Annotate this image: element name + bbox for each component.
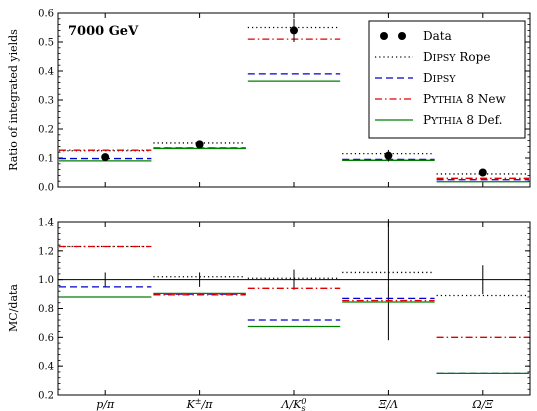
legend-label-pythia-8-def: PYTHIA 8 Def. bbox=[423, 113, 502, 127]
category-labels: p/π K±/π Λ/K0 s Ξ/Λ Ω/Ξ bbox=[96, 397, 493, 411]
top-x-ticks bbox=[104, 13, 484, 187]
bottom-ytick-label: 0.8 bbox=[38, 304, 54, 315]
bottom-ytick-label: 1.0 bbox=[38, 275, 54, 286]
top-ytick-label: 0.2 bbox=[38, 125, 54, 136]
data-point bbox=[101, 153, 110, 162]
category-label: K±/π bbox=[186, 397, 214, 411]
top-ytick-label: 0.1 bbox=[38, 154, 54, 165]
top-data-points bbox=[101, 18, 487, 177]
top-ytick-label: 0.5 bbox=[38, 38, 54, 49]
bottom-y-axis-label: MC/data bbox=[7, 284, 20, 332]
category-label: Λ/K0 s bbox=[281, 397, 307, 411]
legend-label-dipsy-rope: DIPSY Rope bbox=[423, 50, 490, 64]
bottom-panel: 0.2 0.4 0.6 0.8 1.0 1.2 1.4 MC/data p/π K±/π Λ/K… bbox=[7, 218, 531, 411]
legend: Data DIPSY Rope DIPSY PYTHIA 8 New PYTHIA 8 … bbox=[368, 20, 526, 139]
top-ytick-label: 0.6 bbox=[38, 9, 54, 20]
bottom-y-ticks: 0.2 0.4 0.6 0.8 1.0 1.2 1.4 bbox=[38, 218, 530, 402]
legend-marker-data bbox=[380, 32, 388, 40]
legend-label-pythia-8-new: PYTHIA 8 New bbox=[423, 92, 506, 106]
data-point bbox=[195, 140, 204, 149]
category-label: p/π bbox=[96, 398, 115, 411]
top-ytick-label: 0.0 bbox=[38, 183, 54, 194]
bottom-ytick-label: 1.4 bbox=[38, 218, 54, 229]
top-y-ticks: 0.0 0.1 0.2 0.3 0.4 0.5 0.6 bbox=[38, 9, 530, 194]
data-point bbox=[290, 26, 298, 35]
bottom-ytick-label: 1.2 bbox=[38, 246, 54, 257]
bottom-data-errors bbox=[104, 219, 484, 341]
bottom-ytick-label: 0.6 bbox=[38, 333, 54, 344]
bottom-ytick-label: 0.2 bbox=[38, 391, 54, 402]
bottom-x-ticks bbox=[104, 222, 484, 395]
legend-marker-data bbox=[398, 32, 406, 40]
top-y-axis-label: Ratio of integrated yields bbox=[7, 29, 20, 171]
category-label: Ξ/Λ bbox=[378, 398, 398, 411]
data-point bbox=[384, 151, 393, 160]
category-label: Ω/Ξ bbox=[472, 398, 494, 411]
bottom-axis-frame bbox=[57, 221, 531, 396]
legend-label-data: Data bbox=[423, 29, 452, 43]
top-panel: 0.0 0.1 0.2 0.3 0.4 0.5 0.6 7000 GeV Ratio of … bbox=[7, 9, 531, 194]
energy-label: 7000 GeV bbox=[68, 24, 139, 39]
legend-label-dipsy: DIPSY bbox=[423, 71, 456, 85]
legend-box bbox=[368, 20, 526, 139]
bottom-series-lines bbox=[59, 245, 529, 375]
bottom-ytick-label: 0.4 bbox=[38, 362, 54, 373]
data-point bbox=[478, 168, 487, 177]
top-ytick-label: 0.4 bbox=[38, 67, 54, 78]
top-ytick-label: 0.3 bbox=[38, 96, 54, 107]
